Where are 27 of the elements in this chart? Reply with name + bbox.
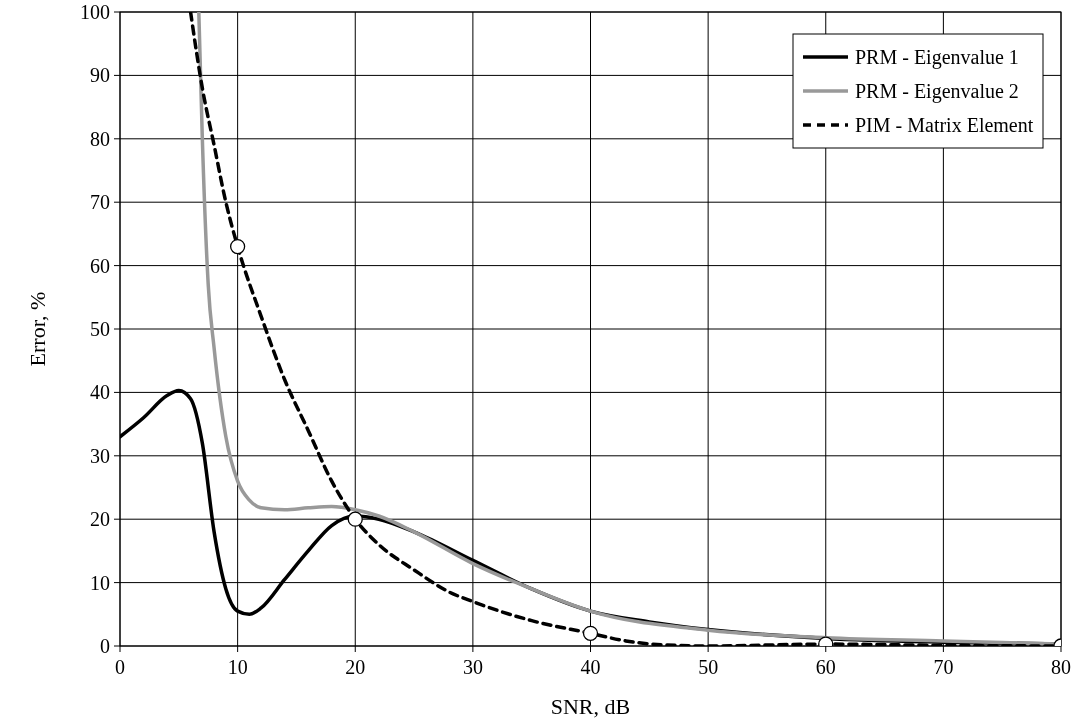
y-tick-label: 80	[90, 127, 110, 150]
y-tick-label: 30	[90, 444, 110, 467]
y-tick-label: 60	[90, 254, 110, 277]
x-axis-title: SNR, dB	[550, 694, 631, 719]
y-tick-label: 0	[100, 635, 110, 657]
legend-label: PRM - Eigenvalue 1	[855, 46, 1019, 69]
y-tick-label: 40	[90, 381, 110, 404]
x-tick-label: 20	[345, 656, 366, 678]
y-tick-label: 100	[80, 1, 110, 23]
y-tick-label: 10	[90, 571, 110, 594]
x-tick-label: 60	[815, 656, 836, 678]
point	[347, 511, 363, 527]
x-tick-label: 70	[933, 656, 954, 678]
y-axis-title: Error, %	[25, 291, 50, 367]
point	[229, 238, 246, 255]
x-tick-label: 80	[1051, 656, 1071, 678]
y-tick-label: 90	[90, 64, 110, 87]
x-tick-label: 0	[115, 656, 125, 678]
x-tick-label: 40	[580, 656, 601, 678]
y-tick-label: 50	[90, 318, 110, 340]
legend-label: PRM - Eigenvalue 2	[855, 80, 1019, 103]
legend-label: PIM - Matrix Element	[855, 114, 1034, 136]
y-tick-label: 20	[90, 508, 110, 531]
x-tick-label: 50	[698, 656, 719, 678]
x-tick-label: 30	[462, 656, 483, 678]
y-tick-label: 70	[90, 191, 110, 214]
x-tick-label: 10	[227, 656, 248, 678]
